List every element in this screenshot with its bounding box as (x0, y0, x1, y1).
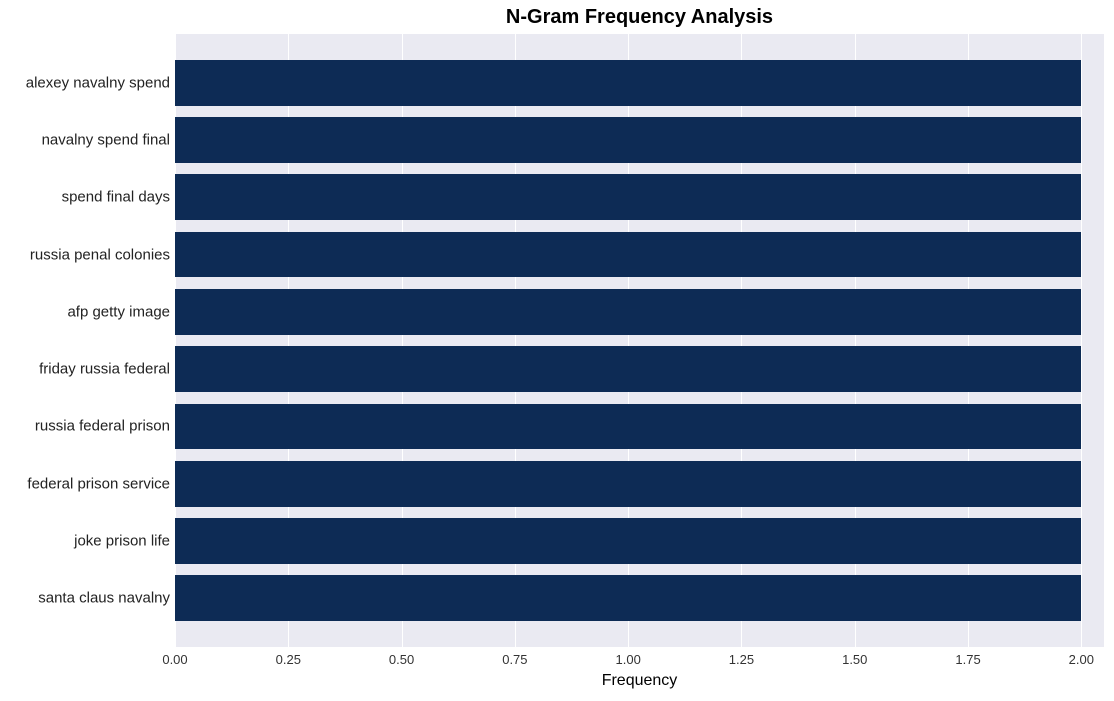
bar (175, 461, 1081, 507)
bar (175, 117, 1081, 163)
x-tick-label: 1.00 (616, 652, 641, 667)
y-tick-label: friday russia federal (39, 361, 170, 378)
y-tick-label: russia federal prison (35, 418, 170, 435)
y-tick-label: navalny spend final (42, 131, 170, 148)
y-tick-label: russia penal colonies (30, 246, 170, 263)
chart-title: N-Gram Frequency Analysis (175, 6, 1104, 29)
x-tick-label: 0.50 (389, 652, 414, 667)
y-tick-label: afp getty image (67, 303, 170, 320)
bar (175, 232, 1081, 278)
y-tick-label: federal prison service (27, 475, 170, 492)
x-tick-label: 0.00 (162, 652, 187, 667)
bar (175, 346, 1081, 392)
bar (175, 60, 1081, 106)
y-tick-label: santa claus navalny (38, 590, 170, 607)
grid-line (1081, 34, 1082, 647)
bar (175, 575, 1081, 621)
chart-container: N-Gram Frequency Analysis Frequency 0.00… (0, 0, 1114, 701)
x-tick-label: 1.50 (842, 652, 867, 667)
x-tick-label: 0.25 (276, 652, 301, 667)
bar (175, 404, 1081, 450)
bar (175, 174, 1081, 220)
x-tick-label: 1.25 (729, 652, 754, 667)
x-axis-label: Frequency (175, 672, 1104, 690)
y-tick-label: joke prison life (74, 533, 170, 550)
plot-area (175, 34, 1104, 647)
y-tick-label: spend final days (62, 189, 170, 206)
bar (175, 518, 1081, 564)
y-tick-label: alexey navalny spend (26, 74, 170, 91)
x-tick-label: 0.75 (502, 652, 527, 667)
x-tick-label: 1.75 (955, 652, 980, 667)
bar (175, 289, 1081, 335)
x-tick-label: 2.00 (1069, 652, 1094, 667)
